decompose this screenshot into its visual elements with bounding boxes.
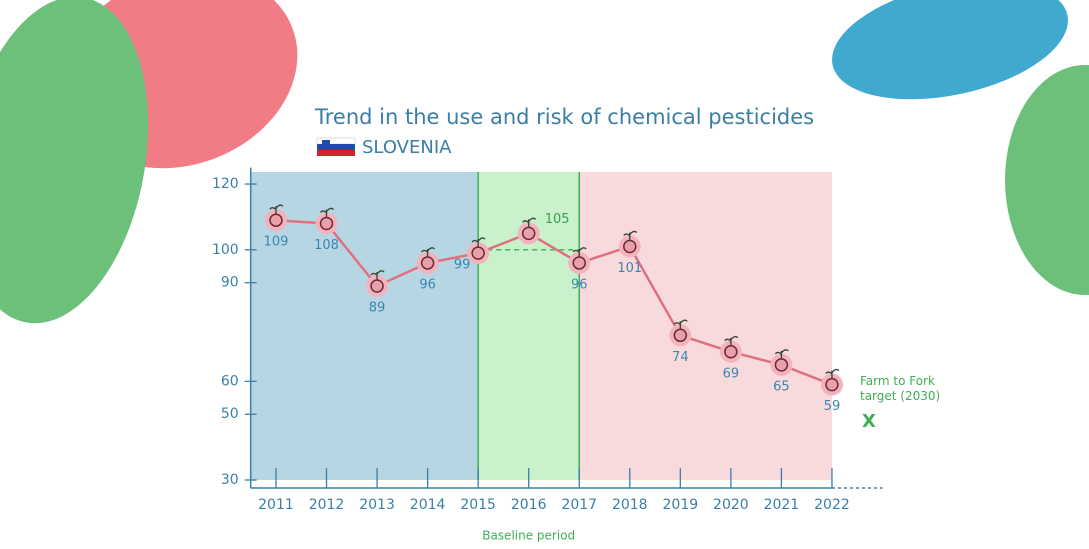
point-sprout — [471, 237, 486, 248]
x-tick-label: 2016 — [511, 497, 547, 513]
point-sprout — [370, 270, 385, 280]
x-tick-label: 2017 — [561, 497, 597, 513]
x-tick-label: 2012 — [309, 497, 345, 513]
value-label: 69 — [723, 366, 740, 381]
point-sprout — [269, 204, 284, 215]
point-marker — [420, 256, 435, 270]
point-marker — [623, 239, 637, 254]
point-marker — [774, 358, 789, 372]
y-tick-label: 60 — [221, 373, 239, 389]
target-label: Farm to Fork target (2030) — [860, 374, 940, 403]
period-band — [250, 172, 479, 480]
point-marker — [825, 377, 839, 392]
x-tick-label: 2019 — [663, 497, 699, 513]
y-tick-label: 120 — [212, 176, 239, 192]
y-tick-label: 30 — [221, 472, 239, 488]
value-label: 105 — [545, 212, 570, 227]
x-tick-label: 2022 — [814, 497, 850, 513]
plot-area: 30 50 60 90 100 120 2011 2012 2013 2014 2015 2016 20… — [212, 167, 940, 543]
point-marker — [521, 226, 536, 241]
point-marker — [471, 246, 485, 260]
y-tick-label: 100 — [212, 242, 239, 258]
y-tick-label: 90 — [221, 275, 239, 291]
value-label: 89 — [369, 300, 386, 315]
point-marker — [572, 256, 586, 270]
value-label: 108 — [314, 238, 339, 253]
value-label: 101 — [617, 261, 642, 276]
x-tick-label: 2018 — [612, 497, 648, 513]
x-tick-label: 2020 — [713, 497, 749, 513]
point-sprout — [421, 247, 436, 257]
x-tick-label: 2015 — [460, 497, 496, 513]
point-marker — [269, 213, 283, 227]
point-marker — [673, 328, 688, 343]
point-sprout — [774, 349, 789, 359]
chart-subtitle: SLOVENIA — [362, 137, 452, 158]
chart-title: Trend in the use and risk of chemical pe… — [314, 105, 814, 129]
target-marker: X — [862, 411, 876, 432]
value-label: 74 — [672, 350, 689, 365]
value-label: 96 — [571, 277, 588, 292]
point-marker — [319, 216, 334, 231]
decoration — [0, 0, 1089, 324]
value-label: 96 — [419, 277, 436, 292]
point-sprout — [825, 368, 840, 379]
flag — [316, 137, 356, 156]
point-sprout — [623, 230, 638, 241]
point-sprout — [673, 319, 688, 330]
x-tick-label: 2011 — [258, 497, 294, 513]
point-marker — [370, 279, 384, 293]
x-tick-label: 2021 — [764, 497, 800, 513]
value-label: 59 — [824, 399, 841, 414]
band-label: Baseline period — [482, 529, 575, 543]
point-sprout — [319, 207, 335, 218]
y-tick-label: 50 — [221, 406, 239, 422]
point-sprout — [724, 335, 739, 346]
value-label: 109 — [264, 235, 289, 250]
point-sprout — [572, 247, 587, 257]
x-tick-label: 2013 — [359, 497, 395, 513]
point-marker — [724, 345, 738, 359]
value-label: 65 — [773, 379, 790, 394]
x-tick-label: 2014 — [410, 497, 446, 513]
period-band — [579, 172, 832, 480]
value-label: 99 — [454, 258, 471, 273]
point-sprout — [522, 217, 537, 228]
